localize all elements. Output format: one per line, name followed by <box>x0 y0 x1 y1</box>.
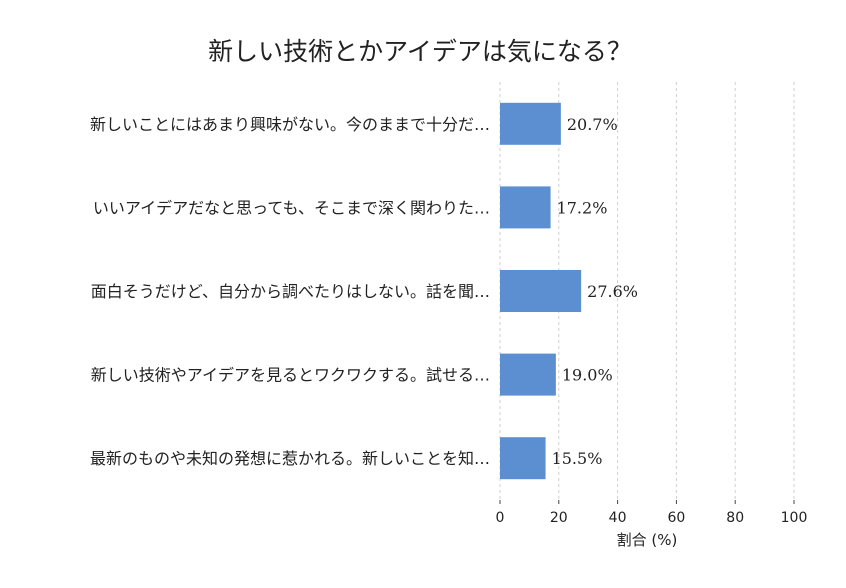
category-label-4: 最新のものや未知の発想に惹かれる。新しいことを知… <box>90 449 490 468</box>
category-label-1: いいアイデアだなと思っても、そこまで深く関わりた… <box>93 198 490 217</box>
x-tick-label-1: 20 <box>550 510 568 526</box>
data-label-4: 15.5% <box>552 449 603 468</box>
x-tick-label-4: 80 <box>726 510 744 526</box>
data-label-3: 19.0% <box>562 366 613 385</box>
x-tick-layer: 0 20 40 60 80 100 <box>496 500 808 526</box>
data-label-0: 20.7% <box>567 115 618 134</box>
chart-title: 新しい技術とかアイデアは気になる？ <box>208 37 632 66</box>
x-tick-label-2: 40 <box>609 510 627 526</box>
x-tick-label-3: 60 <box>667 510 685 526</box>
bar-0 <box>500 102 561 145</box>
data-label-2: 27.6% <box>587 282 638 301</box>
data-label-1: 17.2% <box>557 198 608 217</box>
bar-3 <box>500 353 556 396</box>
grid-layer <box>499 82 795 500</box>
bar-layer <box>500 102 582 480</box>
x-axis-label: 割合 (%) <box>617 531 678 549</box>
bar-1 <box>500 186 551 229</box>
x-tick-label-0: 0 <box>496 510 505 526</box>
category-label-3: 新しい技術やアイデアを見るとワクワクする。試せる… <box>91 366 490 385</box>
bar-4 <box>500 437 546 480</box>
category-label-layer: 新しいことにはあまり興味がない。今のままで十分だ… いいアイデアだなと思っても、そ… <box>90 115 490 468</box>
category-label-0: 新しいことにはあまり興味がない。今のままで十分だ… <box>90 115 490 134</box>
x-tick-label-5: 100 <box>781 510 808 526</box>
bar-2 <box>500 270 582 312</box>
category-label-2: 面白そうだけど、自分から調べたりはしない。話を聞… <box>91 282 490 301</box>
data-label-layer: 20.7% 17.2% 27.6% 19.0% 15.5% <box>552 115 638 468</box>
